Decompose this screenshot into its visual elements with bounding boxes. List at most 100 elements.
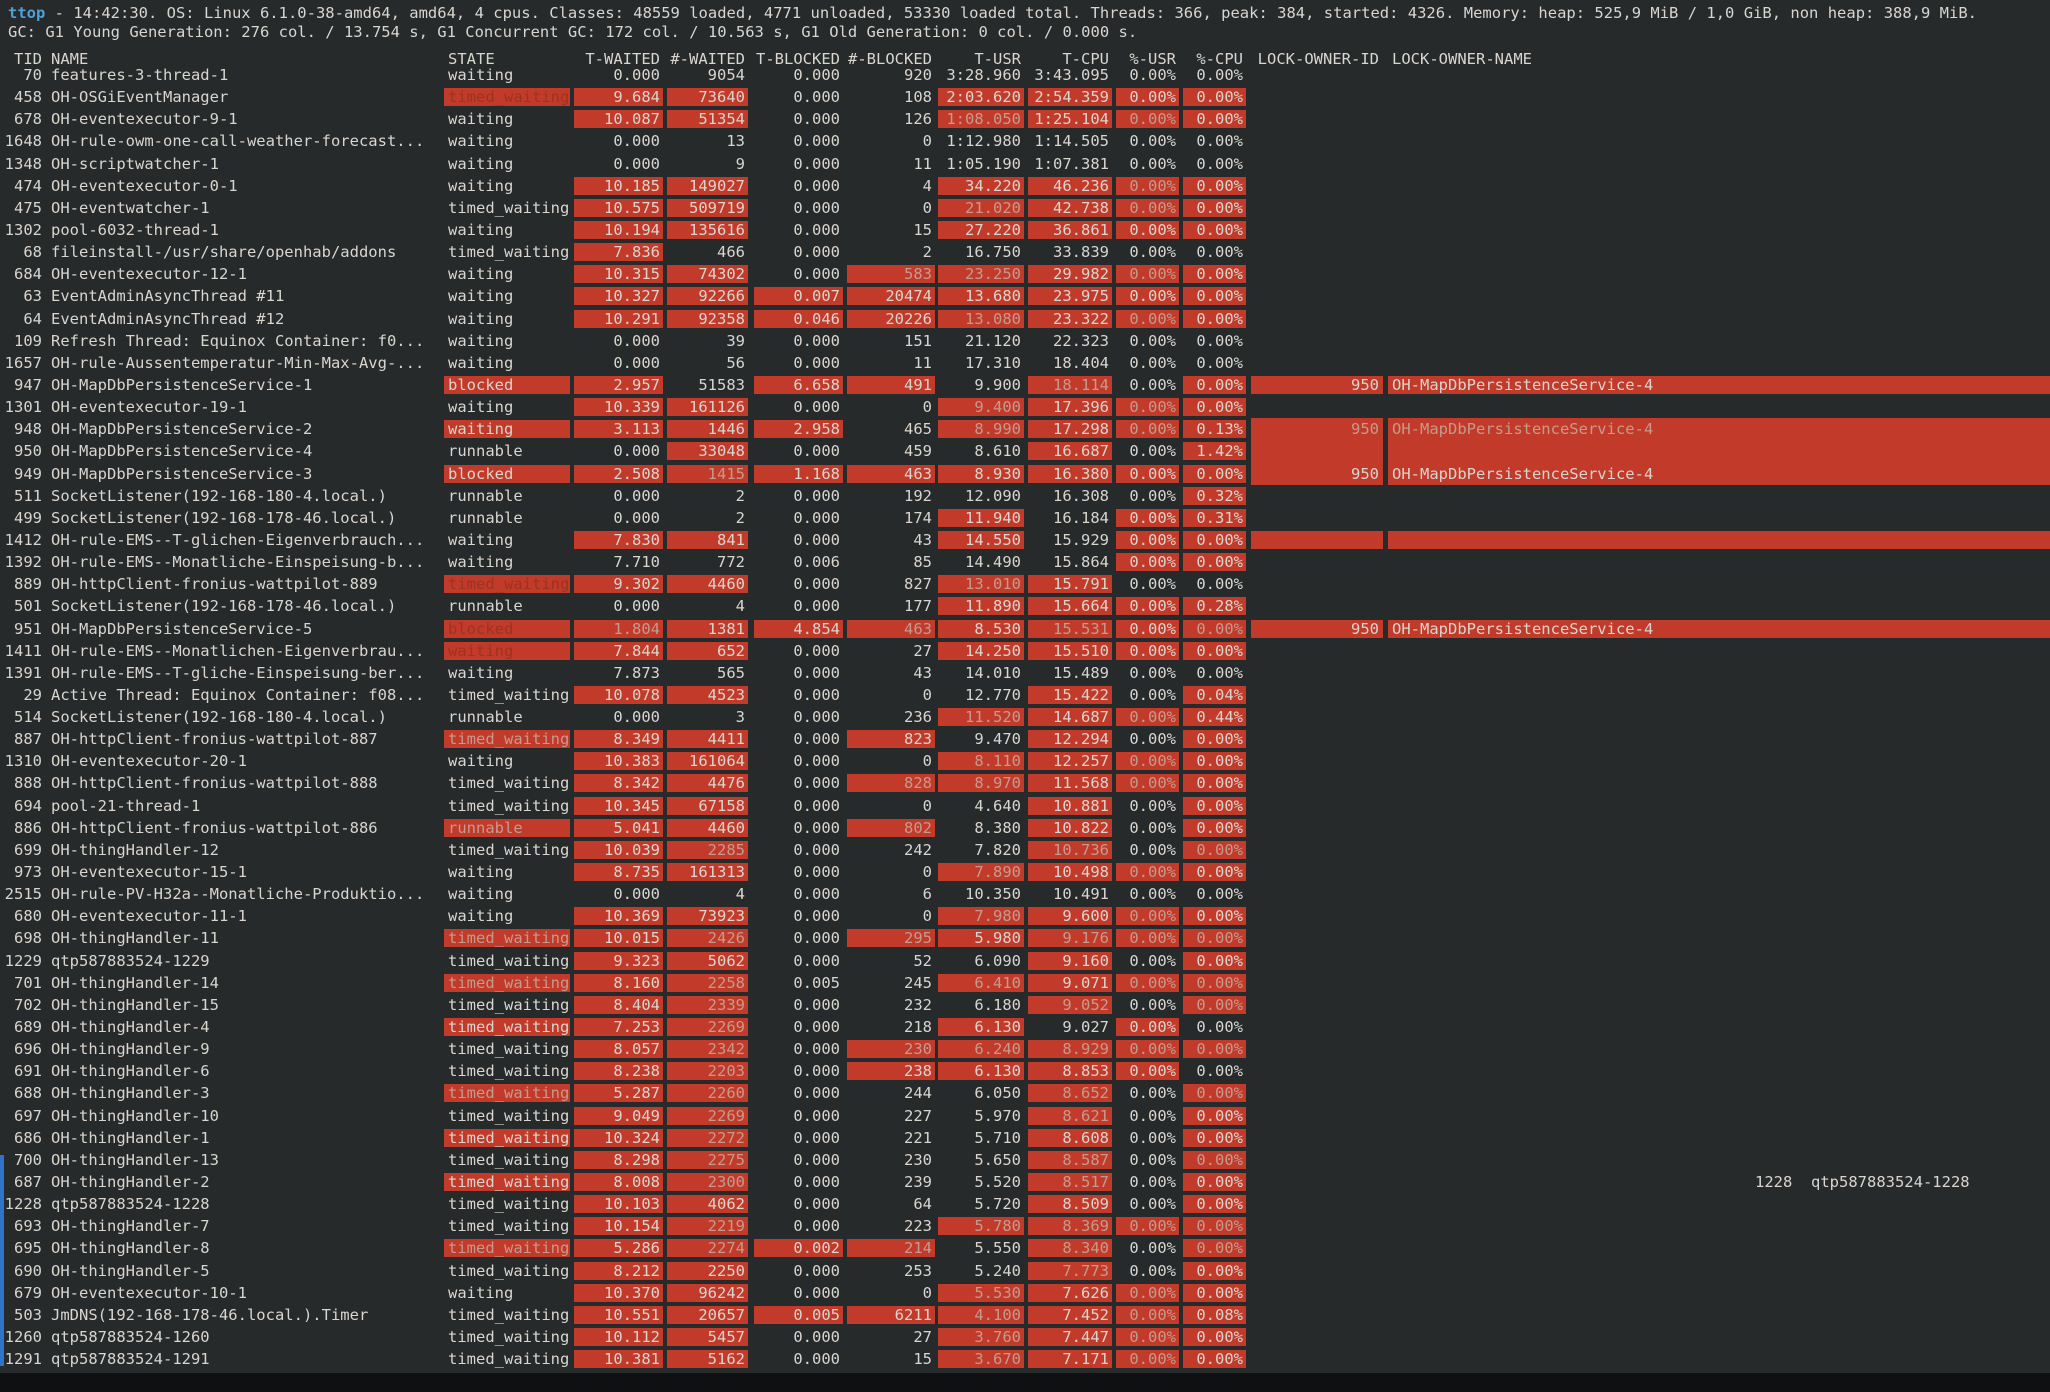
- cell-t-cpu: 8.587: [1028, 1150, 1112, 1169]
- cell-state: waiting: [448, 265, 514, 284]
- cell-pct-cpu: 0.00%: [1183, 1150, 1246, 1169]
- cell-tid: 2515: [4, 885, 42, 904]
- cell-t-waited: 8.404: [574, 995, 663, 1014]
- cell-pct-usr: 0.00%: [1129, 1128, 1176, 1147]
- cell-pct-cpu: 0.00%: [1183, 88, 1246, 107]
- cell-pct-usr: 0.00%: [1116, 973, 1179, 992]
- cell-pct-cpu: 0.00%: [1183, 907, 1246, 926]
- cell-state: timed_waiting: [444, 88, 570, 107]
- cell-state: timed_waiting: [444, 1128, 570, 1147]
- cell-state: timed_waiting: [448, 1062, 570, 1081]
- topbar-gc-line: GC: G1 Young Generation: 276 col. / 13.7…: [8, 23, 1138, 41]
- cell-thread-name: OH-rule-EMS--T-glichen-Eigenverbrauch...: [51, 530, 425, 549]
- cell-n-blocked: 230: [904, 1150, 932, 1169]
- cell-t-blocked: 0.000: [793, 708, 840, 727]
- cell-t-usr: 9.400: [938, 398, 1024, 417]
- cell-n-blocked: 6211: [847, 1305, 935, 1324]
- cell-t-usr: 5.780: [938, 1217, 1024, 1236]
- cell-t-waited: 10.551: [574, 1305, 663, 1324]
- cell-t-usr: 7.820: [974, 840, 1021, 859]
- cell-t-waited: 0.000: [613, 442, 660, 461]
- cell-tid: 697: [14, 1106, 42, 1125]
- cell-t-usr: 13.010: [938, 575, 1024, 594]
- cell-pct-usr: 0.00%: [1116, 1062, 1179, 1081]
- cell-t-cpu: 7.452: [1028, 1305, 1112, 1324]
- thread-row: 947 OH-MapDbPersistenceService-1 blocked 2.…: [0, 374, 2050, 396]
- cell-state: timed_waiting: [444, 1084, 570, 1103]
- cell-pct-cpu: 0.00%: [1183, 464, 1246, 483]
- cell-t-waited: 0.000: [613, 508, 660, 527]
- cell-t-waited: 8.057: [574, 1040, 663, 1059]
- cell-n-waited: 2426: [667, 929, 748, 948]
- cell-state: timed_waiting: [444, 973, 570, 992]
- thread-row: 687 OH-thingHandler-2 timed_waiting 8.008 23…: [0, 1171, 2050, 1193]
- cell-n-waited: 2260: [667, 1084, 748, 1103]
- cell-pct-cpu: 0.00%: [1183, 863, 1246, 882]
- cell-tid: 1648: [4, 132, 42, 151]
- cell-tid: 64: [23, 309, 42, 328]
- cell-t-blocked: 0.000: [793, 1261, 840, 1280]
- cell-n-waited: 4523: [667, 685, 748, 704]
- cell-t-cpu: 16.380: [1028, 464, 1112, 483]
- cell-t-usr: 3.670: [938, 1350, 1024, 1369]
- cell-t-waited: 10.345: [574, 796, 663, 815]
- cell-n-blocked: 463: [847, 464, 935, 483]
- cell-pct-cpu: 0.00%: [1183, 818, 1246, 837]
- column-header-lock-owner-id: LOCK-OWNER-ID: [1257, 50, 1379, 68]
- cell-t-blocked: 4.854: [754, 619, 843, 638]
- cell-n-waited: 67158: [667, 796, 748, 815]
- cell-t-blocked: 0.006: [793, 553, 840, 572]
- cell-pct-cpu: 0.08%: [1183, 1305, 1246, 1324]
- cell-n-waited: 92358: [667, 309, 748, 328]
- cell-n-blocked: 491: [847, 375, 935, 394]
- cell-tid: 1301: [4, 398, 42, 417]
- cell-t-blocked: 0.000: [793, 818, 840, 837]
- cell-t-usr: 7.890: [938, 863, 1024, 882]
- scrollbar-thumb[interactable]: [0, 1155, 4, 1366]
- thread-row: 701 OH-thingHandler-14 timed_waiting 8.160 2…: [0, 972, 2050, 994]
- thread-row: 948 OH-MapDbPersistenceService-2 waiting 3.…: [0, 418, 2050, 441]
- cell-pct-cpu: 0.00%: [1183, 398, 1246, 417]
- cell-t-blocked: 0.000: [793, 243, 840, 262]
- cell-pct-cpu: 0.44%: [1183, 708, 1246, 727]
- cell-t-usr: 6.180: [974, 995, 1021, 1014]
- cell-t-waited: 5.286: [574, 1239, 663, 1258]
- thread-row: 68 fileinstall-/usr/share/openhab/addons t…: [0, 241, 2050, 263]
- cell-n-waited: 2219: [667, 1217, 748, 1236]
- cell-t-waited: 3.113: [574, 420, 663, 439]
- cell-pct-cpu: 0.00%: [1183, 774, 1246, 793]
- cell-pct-cpu: 1.42%: [1183, 442, 1246, 461]
- cell-t-usr: 6.240: [938, 1040, 1024, 1059]
- cell-n-blocked: 828: [847, 774, 935, 793]
- cell-n-blocked: 192: [904, 486, 932, 505]
- column-header-n-waited: #-WAITED: [670, 50, 745, 68]
- cell-thread-name: OH-httpClient-fronius-wattpilot-888: [51, 774, 378, 793]
- cell-t-usr: 8.970: [938, 774, 1024, 793]
- cell-t-cpu: 12.294: [1028, 730, 1112, 749]
- cell-t-waited: 1.804: [574, 619, 663, 638]
- column-header-t-cpu: T-CPU: [1062, 50, 1109, 68]
- cell-t-waited: 10.327: [574, 287, 663, 306]
- cell-pct-cpu: 0.00%: [1196, 353, 1243, 372]
- cell-pct-cpu: 0.00%: [1196, 885, 1243, 904]
- cell-thread-name: OH-thingHandler-2: [51, 1173, 210, 1191]
- cell-lock-owner-id: 950: [1251, 418, 1383, 441]
- cell-n-waited: 2274: [667, 1239, 748, 1258]
- cell-t-blocked: 0.000: [793, 1062, 840, 1081]
- cell-pct-cpu: 0.00%: [1183, 1084, 1246, 1103]
- cell-t-blocked: 0.000: [793, 1128, 840, 1147]
- cell-t-blocked: 0.000: [793, 154, 840, 173]
- cell-thread-name: OH-MapDbPersistenceService-4: [51, 442, 313, 461]
- cell-t-waited: 9.049: [574, 1106, 663, 1125]
- cell-thread-name: OH-rule-EMS--Monatliche-Einspeisung-b...: [51, 553, 425, 572]
- cell-pct-cpu: 0.00%: [1183, 995, 1246, 1014]
- cell-n-waited: 51354: [667, 110, 748, 129]
- cell-n-waited: 4460: [667, 818, 748, 837]
- cell-n-blocked: 0: [922, 863, 932, 882]
- cell-t-cpu: 1:07.381: [1034, 154, 1109, 173]
- cell-pct-usr: 0.00%: [1129, 375, 1176, 394]
- cell-t-cpu: 14.687: [1028, 708, 1112, 727]
- cell-t-usr: 8.110: [938, 752, 1024, 771]
- thread-row: 1391 OH-rule-EMS--T-gliche-Einspeisung-be…: [0, 662, 2050, 684]
- thread-row: 695 OH-thingHandler-8 timed_waiting 5.286 22…: [0, 1237, 2050, 1259]
